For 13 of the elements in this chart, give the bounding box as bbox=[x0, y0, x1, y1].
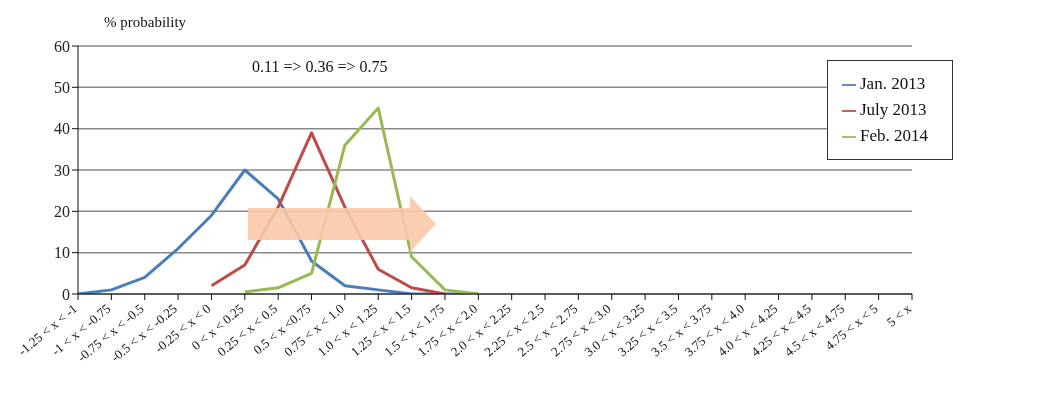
y-tick-label: 40 bbox=[54, 120, 70, 138]
legend-label: July 2013 bbox=[860, 100, 927, 119]
y-tick-label: 0 bbox=[62, 285, 70, 303]
y-axis-title: % probability bbox=[104, 14, 187, 31]
y-tick-label: 50 bbox=[54, 79, 70, 97]
annotation: 0.11 => 0.36 => 0.75 bbox=[234, 56, 406, 78]
legend-label: Feb. 2014 bbox=[860, 126, 928, 145]
legend-label: Jan. 2013 bbox=[860, 74, 926, 93]
y-tick-label: 30 bbox=[54, 161, 70, 179]
y-tick-label: 10 bbox=[54, 244, 70, 262]
y-tick-label: 20 bbox=[54, 203, 70, 221]
y-tick-label: 60 bbox=[54, 37, 70, 55]
x-tick-label: 5 < x bbox=[883, 300, 915, 330]
